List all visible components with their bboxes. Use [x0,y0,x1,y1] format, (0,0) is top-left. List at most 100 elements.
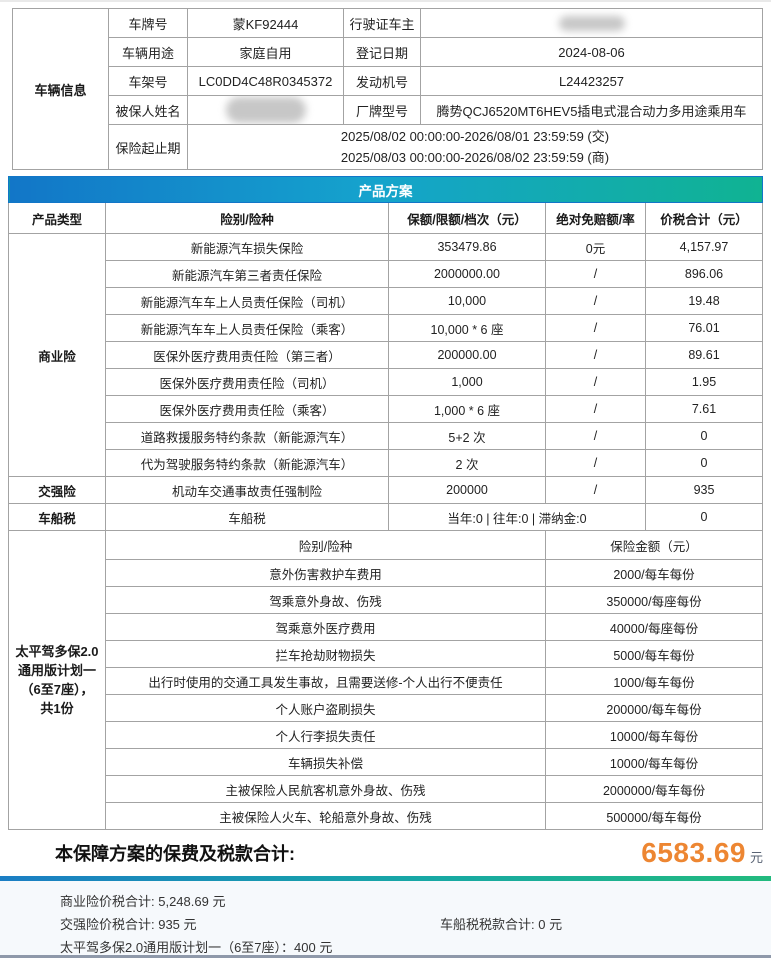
vessel-tax-type-label: 车船税 [8,503,106,531]
rider-header-row: 太平驾多保2.0通用版计划一（6至7座），共1份 险别/险种 保险金额（元） [8,530,764,830]
total-unit: 元 [749,850,763,865]
model-value: 腾势QCJ6520MT6HEV5插电式混合动力多用途乘用车 [420,95,763,125]
product-plan-table: 产品方案 产品类型 险别/险种 保额/限额/档次（元） 绝对免赔额/率 价税合计… [7,176,764,830]
vehicle-info-section-label: 车辆信息 [12,8,109,170]
redacted-insured-name [225,97,306,123]
deductible-cell: / [545,287,646,315]
table-row: 医保外医疗费用责任险（第三者） 200000.00 / 89.61 [9,341,764,369]
table-row: 个人账户盗刷损失 200000/每车每份 [9,694,764,722]
summary-rider: 太平驾多保2.0通用版计划一（6至7座）：400 元 [60,940,333,955]
plate-value: 蒙KF92444 [187,8,344,38]
total-premium-value: 6583.69 元 [641,837,763,869]
col-amount: 保额/限额/档次（元） [388,202,546,234]
commercial-type-label: 商业险 [8,233,106,477]
rider-amount: 40000/每座每份 [544,613,764,641]
table-row: 车船税 车船税 当年:0 | 往年:0 | 滞纳金:0 0 [8,503,764,531]
rider-risk-name: 出行时使用的交通工具发生事故，且需要送修-个人出行不便责任 [105,667,546,695]
table-row: 产品方案 [7,176,764,203]
risk-name-cell: 道路救援服务特约条款（新能源汽车） [105,422,389,450]
premium-cell: 1.95 [644,368,764,396]
table-row: 被保人姓名 厂牌型号 腾势QCJ6520MT6HEV5插电式混合动力多用途乘用车 [13,95,763,125]
period-line-2: 2025/08/03 00:00:00-2026/08/02 23:59:59 … [340,150,610,165]
vessel-tax-detail: 当年:0 | 往年:0 | 滞纳金:0 [388,503,646,531]
rider-amount: 500000/每车每份 [544,802,764,830]
total-premium-row: 本保障方案的保费及税款合计: 6583.69 元 [0,832,771,874]
rider-amount: 10000/每车每份 [544,748,764,776]
amount-cell: 353479.86 [388,233,546,261]
table-row: 代为驾驶服务特约条款（新能源汽车） 2 次 / 0 [9,449,764,477]
reg-date-value: 2024-08-06 [420,37,763,67]
rider-risk-name: 主被保险人民航客机意外身故、伤残 [105,775,546,803]
summary-vessel-tax: 车船税税款合计: 0 元 [440,917,563,932]
amount-cell: 1,000 [388,368,546,396]
deductible-cell: / [545,341,646,369]
premium-cell: 0 [644,422,764,450]
table-row: 个人行李损失责任 10000/每车每份 [9,721,764,749]
amount-cell: 2000000.00 [388,260,546,288]
table-row: 商业险 新能源汽车损失保险 353479.86 0元 4,157.97 [8,233,764,477]
rider-risk-name: 主被保险人火车、轮船意外身故、伤残 [105,802,546,830]
premium-cell: 76.01 [644,314,764,342]
table-row: 意外伤害救护车费用 2000/每车每份 [9,559,764,587]
owner-label: 行驶证车主 [343,8,421,38]
reg-date-label: 登记日期 [343,37,421,67]
amount-cell: 2 次 [388,449,546,477]
table-row: 驾乘意外身故、伤残 350000/每座每份 [9,586,764,614]
owner-value-cell [420,8,763,38]
total-premium-label: 本保障方案的保费及税款合计: [55,844,295,864]
total-amount: 6583.69 [641,837,746,868]
rider-risk-name: 个人账户盗刷损失 [105,694,546,722]
rider-amount: 350000/每座每份 [544,586,764,614]
rider-risk-name: 驾乘意外医疗费用 [105,613,546,641]
summary-middle-line: 交强险价税合计: 935 元 车船税税款合计: 0 元 [0,913,771,936]
top-edge-divider [0,0,771,2]
deductible-cell: / [545,395,646,423]
insured-value-cell [187,95,344,125]
premium-cell: 0 [644,503,764,531]
deductible-cell: / [545,368,646,396]
amount-cell: 1,000 * 6 座 [388,395,546,423]
amount-cell: 5+2 次 [388,422,546,450]
col-product-type: 产品类型 [8,202,106,234]
period-value-cell: 2025/08/02 00:00:00-2026/08/01 23:59:59 … [187,124,763,170]
premium-cell: 0 [644,449,764,477]
deductible-cell: 0元 [545,233,646,261]
compulsory-type-label: 交强险 [8,476,106,504]
rider-col-amount: 保险金额（元） [544,530,764,560]
plate-label: 车牌号 [108,8,188,38]
table-row: 拦车抢劫财物损失 5000/每车每份 [9,640,764,668]
usage-value: 家庭自用 [187,37,344,67]
col-risk-name: 险别/险种 [105,202,389,234]
col-deductible: 绝对免赔额/率 [545,202,646,234]
premium-cell: 89.61 [644,341,764,369]
engine-label: 发动机号 [343,66,421,96]
table-row: 道路救援服务特约条款（新能源汽车） 5+2 次 / 0 [9,422,764,450]
table-row: 车辆损失补偿 10000/每车每份 [9,748,764,776]
table-row: 交强险 机动车交通事故责任强制险 200000 / 935 [8,476,764,504]
deductible-cell: / [545,314,646,342]
vehicle-info-table: 车辆信息 车牌号 蒙KF92444 行驶证车主 车辆用途 家庭自用 登记日期 2… [12,8,763,170]
deductible-cell: / [545,422,646,450]
deductible-cell: / [545,260,646,288]
table-row: 新能源汽车第三者责任保险 2000000.00 / 896.06 [9,260,764,288]
product-plan-banner: 产品方案 [7,176,764,203]
amount-cell: 200000.00 [388,341,546,369]
risk-name-cell: 代为驾驶服务特约条款（新能源汽车） [105,449,389,477]
rider-risk-name: 驾乘意外身故、伤残 [105,586,546,614]
period-label: 保险起止期 [108,124,188,170]
rider-type-label: 太平驾多保2.0通用版计划一（6至7座），共1份 [8,530,106,830]
rider-risk-name: 拦车抢劫财物损失 [105,640,546,668]
premium-cell: 896.06 [644,260,764,288]
rider-amount: 1000/每车每份 [544,667,764,695]
amount-cell: 10,000 * 6 座 [388,314,546,342]
insured-label: 被保人姓名 [108,95,188,125]
table-row: 车架号 LC0DD4C48R0345372 发动机号 L24423257 [13,66,763,96]
table-row: 主被保险人民航客机意外身故、伤残 2000000/每车每份 [9,775,764,803]
risk-name-cell: 机动车交通事故责任强制险 [105,476,389,504]
table-row: 车辆用途 家庭自用 登记日期 2024-08-06 [13,37,763,67]
rider-amount: 2000/每车每份 [544,559,764,587]
table-row: 新能源汽车车上人员责任保险（司机） 10,000 / 19.48 [9,287,764,315]
usage-label: 车辆用途 [108,37,188,67]
amount-cell: 10,000 [388,287,546,315]
table-row: 出行时使用的交通工具发生事故，且需要送修-个人出行不便责任 1000/每车每份 [9,667,764,695]
